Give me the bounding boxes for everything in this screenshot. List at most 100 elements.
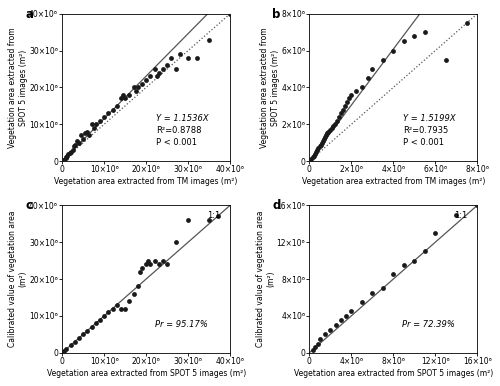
Point	[96, 317, 104, 323]
Point	[452, 212, 460, 218]
Point	[358, 299, 366, 305]
Text: R²=0.7935: R²=0.7935	[404, 126, 448, 135]
Point	[317, 141, 325, 147]
Point	[341, 103, 349, 109]
Point	[138, 81, 146, 87]
Point	[62, 155, 70, 161]
Point	[319, 138, 327, 144]
Point	[88, 324, 96, 330]
Point	[63, 152, 71, 159]
Point	[154, 261, 162, 267]
Point	[90, 125, 98, 131]
Point	[130, 291, 138, 297]
Point	[330, 123, 338, 129]
Point	[92, 121, 100, 127]
Point	[146, 261, 154, 267]
Point	[343, 99, 351, 105]
Point	[379, 57, 387, 63]
Point	[332, 322, 340, 328]
Point	[163, 261, 171, 267]
Point	[321, 331, 329, 337]
Y-axis label: Vegetation area extracted from
SPOT 5 images (m²): Vegetation area extracted from SPOT 5 im…	[260, 27, 280, 148]
Point	[410, 257, 418, 264]
Point	[312, 149, 320, 155]
Point	[64, 151, 72, 157]
Point	[144, 257, 152, 264]
Point	[138, 265, 146, 271]
Point	[66, 342, 74, 349]
Point	[70, 143, 78, 149]
Point	[318, 140, 326, 146]
Point	[337, 317, 345, 323]
Point	[323, 130, 331, 137]
Point	[168, 55, 175, 61]
Point	[73, 138, 81, 144]
Point	[337, 110, 345, 116]
Point	[348, 92, 356, 98]
Point	[400, 38, 408, 44]
Text: Pr = 95.17%: Pr = 95.17%	[154, 320, 208, 329]
Point	[121, 305, 129, 312]
Point	[163, 62, 171, 68]
Point	[86, 132, 94, 139]
Point	[390, 47, 398, 54]
Point	[314, 340, 322, 347]
Text: 1:1: 1:1	[206, 211, 220, 220]
Point	[60, 348, 68, 354]
Point	[159, 66, 167, 72]
Point	[322, 132, 330, 139]
Point	[316, 336, 324, 342]
Point	[68, 147, 76, 153]
Point	[310, 344, 318, 350]
X-axis label: Vegetation area extracted from TM images (m²): Vegetation area extracted from TM images…	[302, 177, 485, 186]
Text: d: d	[272, 200, 281, 212]
Y-axis label: Vegetation area extracted from
SPOT 5 images (m²): Vegetation area extracted from SPOT 5 im…	[8, 27, 28, 148]
Point	[400, 262, 408, 268]
Point	[324, 129, 332, 135]
Text: a: a	[25, 8, 33, 21]
Point	[410, 33, 418, 39]
Point	[62, 346, 70, 352]
Point	[334, 114, 342, 120]
Point	[154, 69, 162, 76]
Point	[75, 335, 83, 341]
Point	[226, 11, 234, 17]
X-axis label: Vegetation area extracted from SPOT 5 images (m²): Vegetation area extracted from SPOT 5 im…	[294, 369, 493, 378]
Point	[172, 239, 179, 245]
Point	[132, 88, 140, 94]
Point	[184, 217, 192, 223]
Text: Y = 1.1536X: Y = 1.1536X	[156, 114, 209, 123]
Point	[314, 145, 322, 151]
Point	[84, 129, 92, 135]
Point	[368, 290, 376, 296]
Point	[214, 213, 222, 220]
Point	[112, 103, 120, 109]
Point	[60, 157, 68, 163]
Y-axis label: Calibrated value of vegetation area
(m²): Calibrated value of vegetation area (m²)	[256, 211, 275, 347]
Point	[146, 73, 154, 80]
Point	[379, 285, 387, 291]
Point	[126, 298, 134, 304]
Point	[364, 75, 372, 81]
Point	[358, 84, 366, 90]
Point	[77, 132, 85, 139]
Point	[321, 134, 329, 140]
Point	[310, 151, 318, 157]
Point	[82, 130, 90, 137]
Point	[308, 154, 316, 161]
Point	[326, 327, 334, 333]
Point	[172, 66, 179, 72]
Point	[119, 92, 127, 98]
Point	[205, 36, 213, 42]
Point	[306, 157, 314, 163]
Text: b: b	[272, 8, 281, 21]
Point	[71, 141, 79, 147]
Point	[176, 51, 184, 58]
Point	[112, 302, 120, 308]
Point	[312, 147, 320, 153]
Point	[108, 305, 116, 312]
Point	[142, 77, 150, 83]
Point	[71, 339, 79, 345]
Point	[88, 121, 96, 127]
Point	[108, 107, 116, 113]
